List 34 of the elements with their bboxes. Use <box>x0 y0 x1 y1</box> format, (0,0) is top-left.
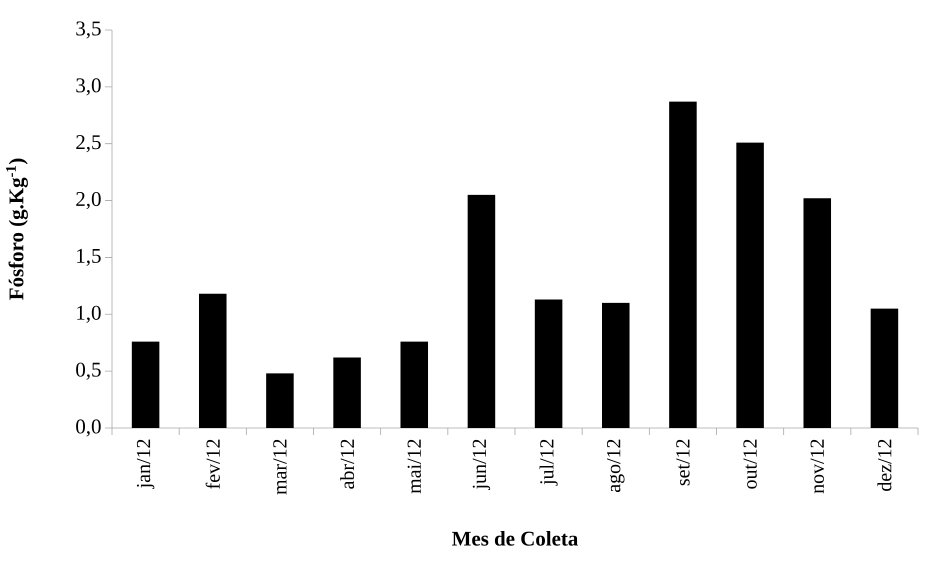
y-tick-label: 1,0 <box>77 306 101 323</box>
y-axis-title: Fósforo (g.Kg$^{-1}$) <box>6 158 28 300</box>
bar <box>803 198 832 428</box>
bar <box>736 142 764 428</box>
x-tick-label: mar/12 <box>273 440 287 495</box>
x-tick-label: jul/12 <box>540 440 558 486</box>
y-tick-label: 0,0 <box>76 419 101 437</box>
y-tick-label: 3,5 <box>76 21 101 39</box>
y-tick-label: 3,0 <box>76 78 101 96</box>
x-tick-label: jan/12 <box>136 440 154 489</box>
bar <box>400 342 428 428</box>
y-tick-label: 2,5 <box>76 135 101 152</box>
x-tick-label: fev/12 <box>206 440 220 489</box>
bar <box>534 299 562 428</box>
bar <box>333 357 361 428</box>
bar <box>870 308 898 428</box>
x-tick-label: ago/12 <box>607 440 625 492</box>
x-tick-label: mai/12 <box>408 440 421 494</box>
x-tick-label: set/12 <box>676 440 690 486</box>
x-tick-label: dez/12 <box>877 440 892 491</box>
x-tick-label: out/12 <box>743 440 757 489</box>
bar <box>669 102 697 428</box>
x-tick-label: abr/12 <box>340 440 354 489</box>
bar <box>266 373 294 428</box>
bar <box>198 294 227 428</box>
bar <box>132 342 160 428</box>
x-axis-title: Mes de Coleta <box>452 531 578 546</box>
y-tick-label: 2,0 <box>76 192 101 210</box>
bar <box>602 302 630 428</box>
y-tick-label: 0,5 <box>76 362 101 380</box>
bar <box>468 194 496 428</box>
x-tick-label: nov/12 <box>810 440 824 494</box>
x-tick-label: jun/12 <box>472 440 490 490</box>
y-tick-label: 1,5 <box>77 248 101 266</box>
